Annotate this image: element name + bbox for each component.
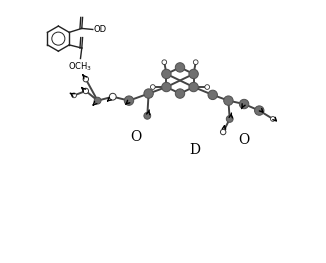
Circle shape: [109, 93, 116, 100]
Circle shape: [175, 63, 185, 72]
Text: OCH$_3$: OCH$_3$: [67, 60, 92, 73]
Circle shape: [220, 129, 226, 135]
Circle shape: [271, 117, 275, 121]
Circle shape: [162, 82, 171, 92]
Circle shape: [224, 96, 233, 105]
Circle shape: [83, 77, 89, 82]
Circle shape: [124, 96, 134, 105]
Circle shape: [189, 82, 198, 92]
Circle shape: [189, 69, 198, 79]
Circle shape: [193, 60, 198, 64]
Circle shape: [144, 112, 151, 119]
Circle shape: [72, 93, 76, 98]
Circle shape: [94, 97, 101, 104]
Circle shape: [208, 90, 217, 100]
Circle shape: [239, 99, 249, 109]
Circle shape: [150, 85, 155, 89]
Circle shape: [144, 89, 153, 98]
Circle shape: [226, 115, 233, 122]
Text: O: O: [239, 133, 250, 147]
Circle shape: [162, 69, 171, 79]
Text: O: O: [130, 130, 141, 144]
Text: D: D: [189, 143, 200, 157]
Text: OD: OD: [94, 25, 107, 34]
Circle shape: [205, 85, 210, 89]
Circle shape: [255, 106, 264, 115]
Circle shape: [175, 89, 185, 98]
Circle shape: [83, 88, 89, 94]
Circle shape: [162, 60, 167, 64]
